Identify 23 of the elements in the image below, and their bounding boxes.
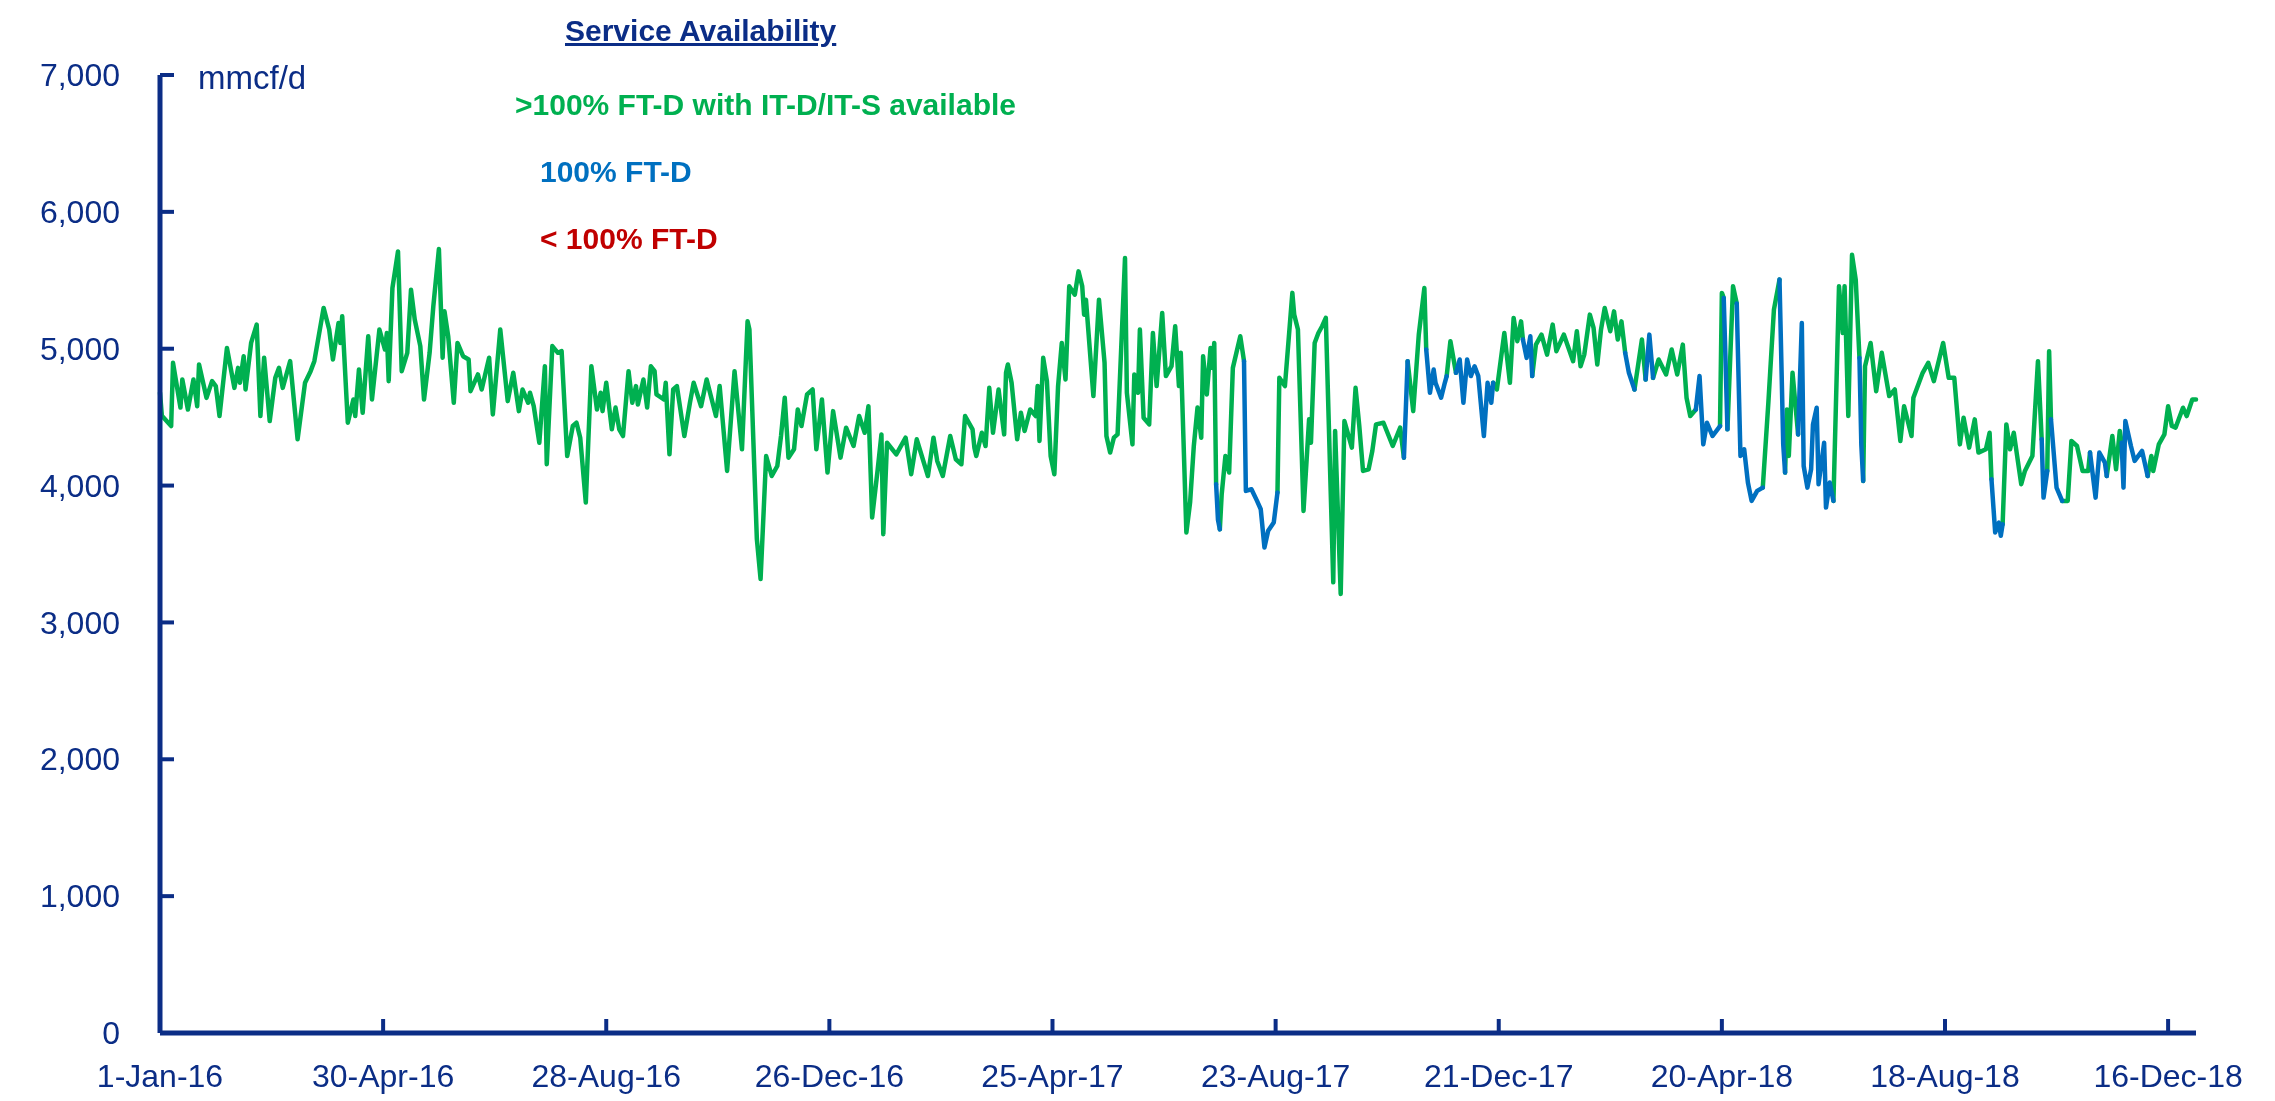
text: 100% FT-D	[540, 155, 692, 188]
y-tick-label: 1,000	[39, 878, 120, 915]
x-tick-label: 16-Dec-18	[2093, 1058, 2243, 1094]
x-tick-label: 18-Aug-18	[1870, 1058, 2020, 1094]
x-tick-label: 26-Dec-16	[754, 1058, 905, 1094]
x-tick-label: 25-Apr-17	[981, 1058, 1124, 1094]
y-axis-title: mmcf/d	[198, 59, 307, 96]
x-tick-label: 20-Apr-18	[1650, 1058, 1794, 1094]
x-tick-label: 21-Dec-17	[1424, 1058, 1574, 1094]
legend-label: < 100% FT-D	[540, 222, 718, 255]
y-tick-label: 4,000	[39, 467, 120, 504]
y-tick-label: 2,000	[39, 741, 120, 778]
x-tick-label: 23-Aug-17	[1200, 1058, 1351, 1094]
y-tick-label: 3,000	[39, 604, 120, 641]
y-tick-label: 7,000	[39, 57, 120, 94]
x-tick-label: 1-Jan-16	[96, 1058, 224, 1094]
y-tick-label: 0	[102, 1015, 120, 1052]
y-tick-label: 5,000	[39, 330, 120, 367]
legend-title: Service Availability	[565, 14, 837, 47]
x-tick-label: 30-Apr-16	[311, 1058, 455, 1094]
y-tick-label: 6,000	[39, 194, 120, 231]
x-tick-label: 28-Aug-16	[531, 1058, 681, 1094]
text: >100% FT-D with IT-D/IT-S available	[515, 88, 1016, 121]
